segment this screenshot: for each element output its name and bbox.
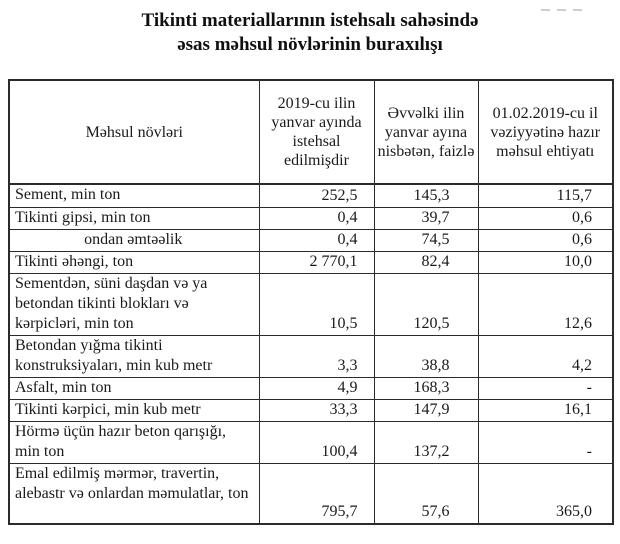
clipped-text-fragment xyxy=(534,9,604,12)
vs-prev-value: 145,3 xyxy=(373,183,479,208)
vs-prev-value: 137,2 xyxy=(373,420,479,464)
vs-prev-value: 38,8 xyxy=(373,334,479,378)
vs-prev-value: 147,9 xyxy=(373,398,479,422)
product-label: Betondan yığma tikinti konstruksiyaları,… xyxy=(8,334,260,378)
stock-value: 365,0 xyxy=(477,462,614,525)
table-row: Emal edilmiş mərmər, travertin, alebastr… xyxy=(8,462,614,525)
stock-value: - xyxy=(477,376,614,400)
scanned-document-page: { "title": { "line1": "Tikinti materiall… xyxy=(0,9,620,544)
produced-value: 0,4 xyxy=(258,206,375,230)
vs-prev-value: 168,3 xyxy=(373,376,479,400)
table-header-row: Məhsul növləri 2019-cu ilin yanvar ayınd… xyxy=(8,79,614,185)
column-header-percent-vs-prev-year: Əvvəlki ilin yanvar ayına nisbətən, faiz… xyxy=(373,79,479,185)
column-header-produced-jan-2019: 2019-cu ilin yanvar ayında istehsal edil… xyxy=(258,79,375,185)
production-table: Məhsul növləri 2019-cu ilin yanvar ayınd… xyxy=(8,79,614,525)
table-row: ondan əmtəəlik 0,4 74,5 0,6 xyxy=(8,228,614,252)
produced-value: 2 770,1 xyxy=(258,250,375,274)
stock-value: 0,6 xyxy=(477,206,614,230)
product-label: Sement, min ton xyxy=(8,183,260,208)
title-line-2: əsas məhsul növlərinin buraxılışı xyxy=(177,34,443,55)
table-row: Tikinti əhəngi, ton 2 770,1 82,4 10,0 xyxy=(8,250,614,274)
product-label: Tikinti əhəngi, ton xyxy=(8,250,260,274)
vs-prev-value: 74,5 xyxy=(373,228,479,252)
column-header-product-types: Məhsul növləri xyxy=(8,79,260,185)
produced-value: 33,3 xyxy=(258,398,375,422)
product-label: Hörmə üçün hazır beton qarışığı, min ton xyxy=(8,420,260,464)
table-row: Tikinti kərpici, min kub metr 33,3 147,9… xyxy=(8,398,614,422)
vs-prev-value: 39,7 xyxy=(373,206,479,230)
stock-value: 4,2 xyxy=(477,334,614,378)
vs-prev-value: 82,4 xyxy=(373,250,479,274)
vs-prev-value: 120,5 xyxy=(373,272,479,336)
stock-value: 10,0 xyxy=(477,250,614,274)
produced-value: 3,3 xyxy=(258,334,375,378)
table-row: Hörmə üçün hazır beton qarışığı, min ton… xyxy=(8,420,614,464)
vs-prev-value: 57,6 xyxy=(373,462,479,525)
table-row: Sementdən, süni daşdan və ya betondan ti… xyxy=(8,272,614,336)
table-row: Asfalt, min ton 4,9 168,3 - xyxy=(8,376,614,400)
stock-value: - xyxy=(477,420,614,464)
product-label: Sementdən, süni daşdan və ya betondan ti… xyxy=(8,272,260,336)
produced-value: 0,4 xyxy=(258,228,375,252)
produced-value: 100,4 xyxy=(258,420,375,464)
produced-value: 795,7 xyxy=(258,462,375,525)
table-row: Betondan yığma tikinti konstruksiyaları,… xyxy=(8,334,614,378)
page-title: Tikinti materiallarının istehsalı sahəsi… xyxy=(12,9,608,57)
stock-value: 0,6 xyxy=(477,228,614,252)
produced-value: 10,5 xyxy=(258,272,375,336)
product-label: Tikinti gipsi, min ton xyxy=(8,206,260,230)
product-label: Tikinti kərpici, min kub metr xyxy=(8,398,260,422)
column-header-stock-01-02-2019: 01.02.2019-cu il vəziyyətinə hazır məhsu… xyxy=(477,79,614,185)
table-row: Tikinti gipsi, min ton 0,4 39,7 0,6 xyxy=(8,206,614,230)
product-label: Asfalt, min ton xyxy=(8,376,260,400)
title-line-1: Tikinti materiallarının istehsalı sahəsi… xyxy=(141,10,479,31)
produced-value: 252,5 xyxy=(258,183,375,208)
produced-value: 4,9 xyxy=(258,376,375,400)
table-row: Sement, min ton 252,5 145,3 115,7 xyxy=(8,183,614,208)
product-label-sub-item: ondan əmtəəlik xyxy=(8,228,260,252)
stock-value: 16,1 xyxy=(477,398,614,422)
stock-value: 115,7 xyxy=(477,183,614,208)
product-label: Emal edilmiş mərmər, travertin, alebastr… xyxy=(8,462,260,525)
stock-value: 12,6 xyxy=(477,272,614,336)
